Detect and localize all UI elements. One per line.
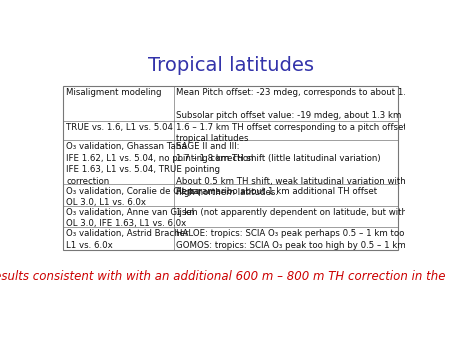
Text: O₃ validation, Ghassan Taha
IFE 1.62, L1 vs. 5.04, no pointing correction
IFE 1.: O₃ validation, Ghassan Taha IFE 1.62, L1…: [66, 142, 254, 186]
Text: 1.6 – 1.7 km TH offset corresponding to a pitch offset of about 25 mdeg at
tropi: 1.6 – 1.7 km TH offset corresponding to …: [176, 123, 450, 143]
Text: HALOE: tropics: SCIA O₃ peak perhaps 0.5 – 1 km too high,
GOMOS: tropics: SCIA O: HALOE: tropics: SCIA O₃ peak perhaps 0.5…: [176, 229, 429, 250]
Text: O₃ validation, Astrid Bracher
L1 vs. 6.0x: O₃ validation, Astrid Bracher L1 vs. 6.0…: [66, 229, 189, 250]
Text: All results consistent with with an additional 600 m – 800 m TH correction in th: All results consistent with with an addi…: [0, 270, 450, 283]
Text: O₃ validation, Coralie de Clercq
OL 3.0, L1 vs. 6.0x: O₃ validation, Coralie de Clercq OL 3.0,…: [66, 187, 201, 207]
Text: TRUE vs. 1.6, L1 vs. 5.04: TRUE vs. 1.6, L1 vs. 5.04: [66, 123, 173, 131]
Text: SAGE II and III:
1.7 – 1.8 km TH shift (little latitudinal variation)

About 0.5: SAGE II and III: 1.7 – 1.8 km TH shift (…: [176, 142, 450, 197]
Bar: [63, 86, 398, 250]
Text: O₃ validation, Anne van Gijsel
OL 3.0, IFE 1.63, L1 vs. 6.0x: O₃ validation, Anne van Gijsel OL 3.0, I…: [66, 208, 194, 228]
Text: 1 km (not apparently dependent on latitude, but with large scatter): 1 km (not apparently dependent on latitu…: [176, 208, 450, 217]
Text: Tropical latitudes: Tropical latitudes: [148, 56, 314, 75]
Text: Mean Pitch offset: -23 mdeg, corresponds to about 1.5 – 1.6 km TH offset

Subsol: Mean Pitch offset: -23 mdeg, corresponds…: [176, 88, 450, 120]
Text: Misaligment modeling: Misaligment modeling: [66, 88, 162, 97]
Text: At paramaribo about 1 km additional TH offset: At paramaribo about 1 km additional TH o…: [176, 187, 378, 196]
